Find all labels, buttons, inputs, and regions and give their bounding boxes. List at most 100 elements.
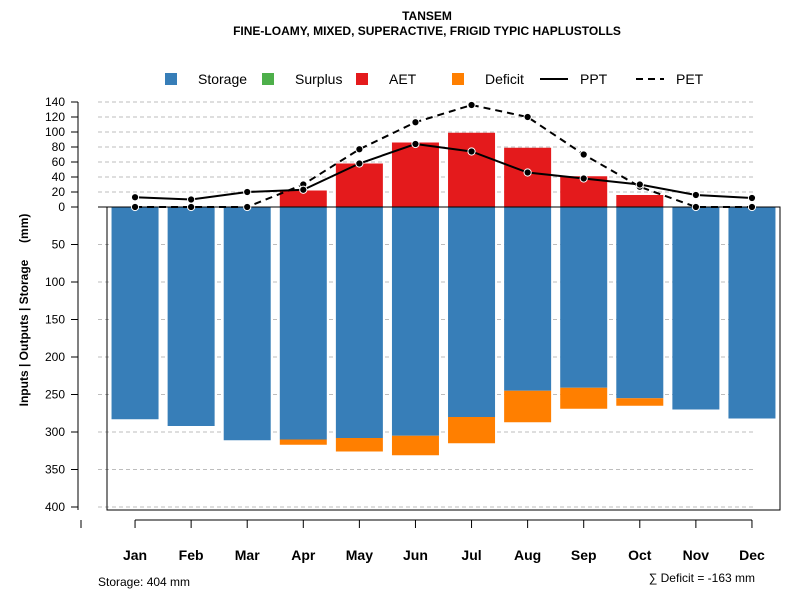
storage-bar	[448, 207, 496, 417]
legend-item: PPT	[540, 71, 608, 87]
deficit-bar	[335, 438, 383, 452]
pet-line	[135, 103, 752, 208]
ppt-line	[135, 142, 753, 201]
x-tick-label: Mar	[235, 547, 260, 563]
pet-point	[691, 202, 700, 212]
x-tick-label: Jul	[461, 547, 481, 563]
legend-item: Storage	[165, 71, 247, 87]
storage-bar	[167, 207, 215, 426]
deficit-note: ∑ Deficit = -163 mm	[649, 571, 755, 585]
pet-point	[747, 202, 757, 212]
storage-note: Storage: 404 mm	[98, 575, 190, 589]
storage-bar	[560, 207, 608, 388]
storage-bar	[111, 207, 159, 420]
legend-item: AET	[356, 71, 417, 87]
x-tick-label: Feb	[179, 547, 204, 563]
x-axis: Jan Feb Mar Apr May Jun Jul Aug Sep Oct Nov Dec	[80, 519, 765, 563]
y-tick-label: 0	[58, 200, 65, 214]
legend-label: Storage	[198, 71, 247, 87]
chart-title: TANSEM	[402, 9, 452, 23]
bars	[111, 132, 776, 456]
y-axis-label: Inputs | Outputs | Storage (mm)	[17, 214, 31, 407]
ppt-point	[747, 193, 757, 203]
pet-point	[355, 145, 364, 154]
aet-bar	[616, 195, 664, 207]
storage-bar	[335, 207, 383, 438]
legend-label: AET	[389, 71, 417, 87]
storage-bar	[728, 207, 776, 419]
deficit-bar	[560, 387, 608, 409]
ppt-point	[299, 185, 308, 194]
legend-item: Deficit	[452, 71, 524, 87]
legend-swatch	[165, 73, 177, 85]
x-tick-label: Apr	[291, 547, 316, 563]
storage-bar	[672, 207, 720, 410]
aet-bar	[448, 132, 496, 207]
ppt-point	[130, 193, 140, 202]
y-tick-label: 350	[45, 463, 65, 477]
legend-label: PET	[676, 71, 704, 87]
legend: Storage Surplus AET Deficit PPT PET	[165, 71, 704, 87]
legend-swatch	[356, 73, 368, 85]
ppt-point	[187, 195, 196, 204]
pet-point	[579, 150, 588, 159]
x-tick-label: Dec	[739, 547, 765, 563]
legend-label: Surplus	[295, 71, 342, 87]
storage-bar	[279, 207, 327, 440]
ppt-point	[243, 187, 252, 197]
pet-point	[467, 100, 476, 110]
storage-bar	[616, 207, 664, 399]
y-tick-label: 300	[45, 425, 65, 439]
x-tick-label: Sep	[571, 547, 597, 563]
pet-point	[130, 202, 140, 212]
legend-swatch	[452, 73, 464, 85]
y-tick-label: 60	[52, 155, 66, 169]
y-tick-label: 140	[45, 95, 65, 109]
y-tick-label: 40	[52, 170, 66, 184]
aet-bar	[391, 142, 439, 207]
pet-point	[187, 202, 196, 212]
y-tick-label: 400	[45, 500, 65, 514]
ppt-point	[411, 139, 420, 149]
ppt-point	[467, 147, 476, 156]
y-tick-label: 20	[52, 185, 66, 199]
chart-subtitle: FINE-LOAMY, MIXED, SUPERACTIVE, FRIGID T…	[233, 24, 621, 38]
deficit-bar	[448, 417, 496, 444]
legend-label: PPT	[580, 71, 608, 87]
y-tick-label: 120	[45, 110, 65, 124]
x-tick-label: Oct	[628, 547, 652, 563]
lines	[130, 100, 757, 212]
x-tick-label: Jan	[123, 547, 147, 563]
aet-bar	[335, 163, 383, 207]
y-tick-label: 100	[45, 125, 65, 139]
legend-item: Surplus	[262, 71, 342, 87]
y-tick-label: 250	[45, 388, 65, 402]
y-axis: 1401201008060402005010015020025030035040…	[45, 95, 78, 514]
deficit-bar	[391, 435, 439, 456]
y-tick-label: 100	[45, 275, 65, 289]
pet-point	[411, 118, 420, 127]
deficit-bar	[279, 439, 327, 445]
storage-bar	[223, 207, 271, 441]
x-tick-label: Nov	[683, 547, 710, 563]
storage-bar	[391, 207, 439, 436]
y-tick-label: 50	[52, 238, 66, 252]
y-tick-label: 200	[45, 350, 65, 364]
legend-label: Deficit	[485, 71, 524, 87]
legend-item: PET	[636, 71, 704, 87]
aet-bar	[279, 190, 327, 207]
y-tick-label: 80	[52, 140, 66, 154]
ppt-point	[523, 168, 532, 177]
storage-bar	[504, 207, 552, 391]
x-tick-label: Jun	[403, 547, 428, 563]
deficit-bar	[504, 390, 552, 423]
ppt-point	[635, 180, 644, 189]
x-tick-label: Aug	[514, 547, 541, 563]
pet-point	[243, 202, 252, 212]
y-tick-label: 150	[45, 313, 65, 327]
legend-swatch	[262, 73, 274, 85]
pet-point	[523, 112, 532, 122]
x-tick-label: May	[346, 547, 373, 563]
aet-bar	[504, 147, 552, 207]
